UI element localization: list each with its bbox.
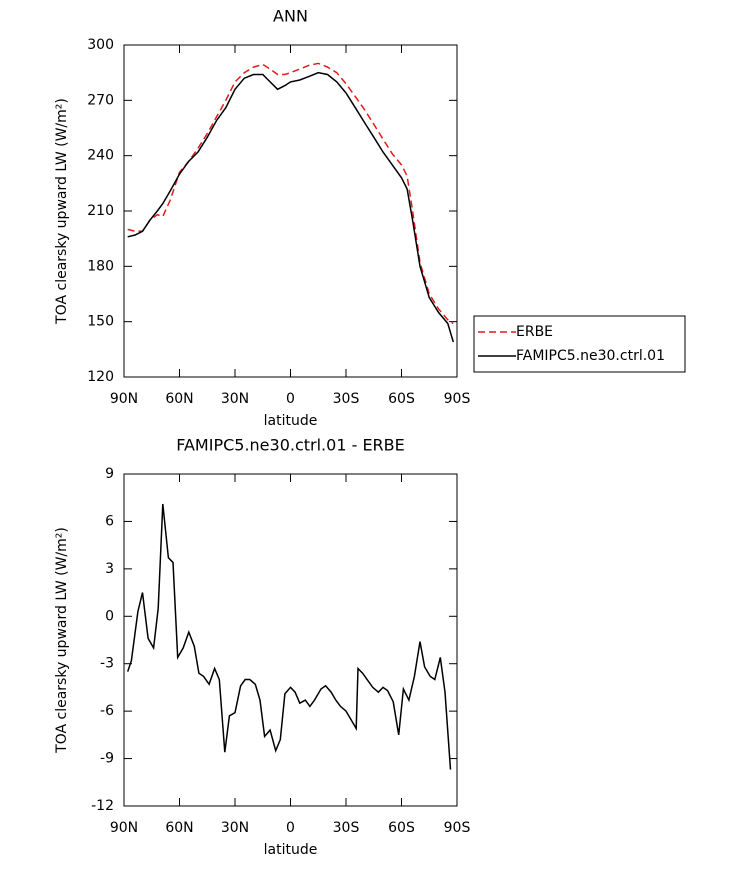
x-tick-label: 60S bbox=[388, 820, 415, 836]
x-tick-label: 90N bbox=[110, 820, 138, 836]
legend-label: FAMIPC5.ne30.ctrl.01 bbox=[516, 348, 665, 364]
x-tick-label: 30S bbox=[333, 391, 360, 407]
x-axis-label: latitude bbox=[264, 413, 318, 429]
data-line bbox=[126, 503, 452, 770]
chart-title: FAMIPC5.ne30.ctrl.01 - ERBE bbox=[176, 436, 405, 455]
x-tick-label: 60N bbox=[165, 391, 193, 407]
y-tick-label: 150 bbox=[87, 314, 114, 330]
x-tick-label: 0 bbox=[286, 820, 295, 836]
data-line bbox=[127, 62, 454, 325]
y-tick-label: 270 bbox=[87, 92, 114, 108]
y-tick-label: 210 bbox=[87, 203, 114, 219]
y-tick-label: 6 bbox=[105, 513, 114, 529]
x-tick-label: 0 bbox=[286, 391, 295, 407]
x-tick-label: 90S bbox=[444, 820, 471, 836]
plot-frame bbox=[123, 473, 458, 807]
y-tick-label: 3 bbox=[105, 561, 114, 577]
y-tick-label: -6 bbox=[100, 703, 114, 719]
y-tick-label: -12 bbox=[91, 798, 114, 814]
y-tick-label: 9 bbox=[105, 466, 114, 482]
x-tick-label: 90S bbox=[444, 391, 471, 407]
y-tick-label: -9 bbox=[100, 751, 114, 767]
x-tick-label: 30S bbox=[333, 820, 360, 836]
legend-box bbox=[473, 315, 686, 373]
data-line bbox=[127, 71, 455, 343]
y-tick-label: 240 bbox=[87, 148, 114, 164]
y-axis-label: TOA clearsky upward LW (W/m²) bbox=[54, 527, 70, 754]
x-axis-label: latitude bbox=[264, 842, 318, 858]
chart-title: ANN bbox=[273, 7, 308, 26]
x-tick-label: 30N bbox=[221, 391, 249, 407]
x-tick-label: 90N bbox=[110, 391, 138, 407]
plot-frame bbox=[123, 44, 458, 378]
legend-label: ERBE bbox=[516, 324, 553, 340]
y-tick-label: 0 bbox=[105, 608, 114, 624]
y-tick-label: 180 bbox=[87, 258, 114, 274]
x-tick-label: 30N bbox=[221, 820, 249, 836]
y-axis-label: TOA clearsky upward LW (W/m²) bbox=[54, 98, 70, 325]
x-tick-label: 60N bbox=[165, 820, 193, 836]
y-tick-label: 120 bbox=[87, 369, 114, 385]
y-tick-label: 300 bbox=[87, 37, 114, 53]
y-tick-label: -3 bbox=[100, 656, 114, 672]
x-tick-label: 60S bbox=[388, 391, 415, 407]
